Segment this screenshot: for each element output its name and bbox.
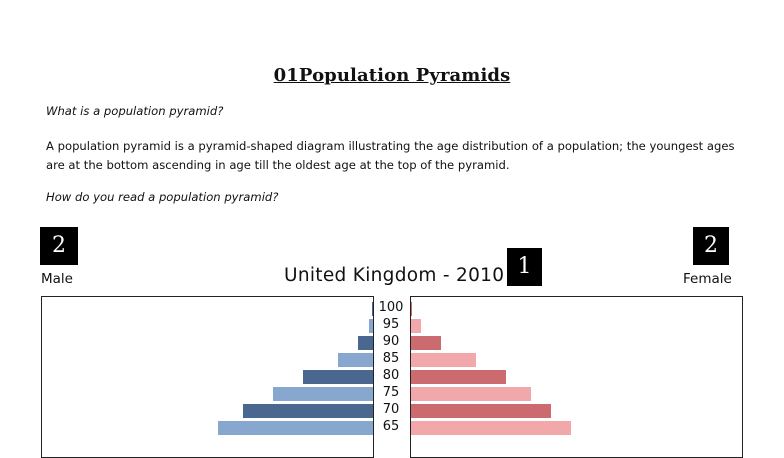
female-bar-65 — [411, 421, 572, 435]
definition-paragraph: A population pyramid is a pyramid-shaped… — [46, 139, 735, 172]
age-tick-label: 85 — [382, 351, 400, 366]
male-bar-80 — [302, 370, 373, 384]
callout-badge-right: 2 — [693, 227, 729, 265]
male-bar-90 — [357, 336, 373, 350]
female-bar-90 — [411, 336, 442, 350]
male-bar-70 — [242, 404, 373, 418]
female-bar-80 — [411, 370, 507, 384]
callout-badge-left: 2 — [40, 227, 78, 265]
male-panel — [41, 296, 374, 458]
male-label: Male — [41, 271, 73, 287]
age-tick-label: 70 — [382, 402, 400, 417]
male-bar-100 — [372, 302, 373, 316]
age-tick-label: 95 — [382, 317, 400, 332]
age-tick-label: 100 — [378, 300, 404, 315]
chart-title: United Kingdom - 2010 — [284, 265, 505, 286]
female-bar-95 — [411, 319, 422, 333]
male-bar-95 — [369, 319, 373, 333]
male-bar-75 — [272, 387, 373, 401]
age-tick-label: 65 — [382, 419, 400, 434]
male-bar-85 — [337, 353, 373, 367]
male-bar-65 — [217, 421, 373, 435]
female-bar-85 — [411, 353, 477, 367]
female-label: Female — [683, 271, 732, 287]
female-bar-75 — [411, 387, 532, 401]
age-tick-label: 90 — [382, 334, 400, 349]
female-panel — [410, 296, 743, 458]
document-title: 01Population Pyramids — [273, 65, 511, 86]
age-tick-label: 80 — [382, 368, 400, 383]
question-what-is: What is a population pyramid? — [46, 104, 224, 118]
callout-badge-middle: 1 — [507, 248, 542, 286]
question-how-read: How do you read a population pyramid? — [46, 190, 279, 204]
female-bar-100 — [411, 302, 412, 316]
female-bar-70 — [411, 404, 552, 418]
age-tick-label: 75 — [382, 385, 400, 400]
